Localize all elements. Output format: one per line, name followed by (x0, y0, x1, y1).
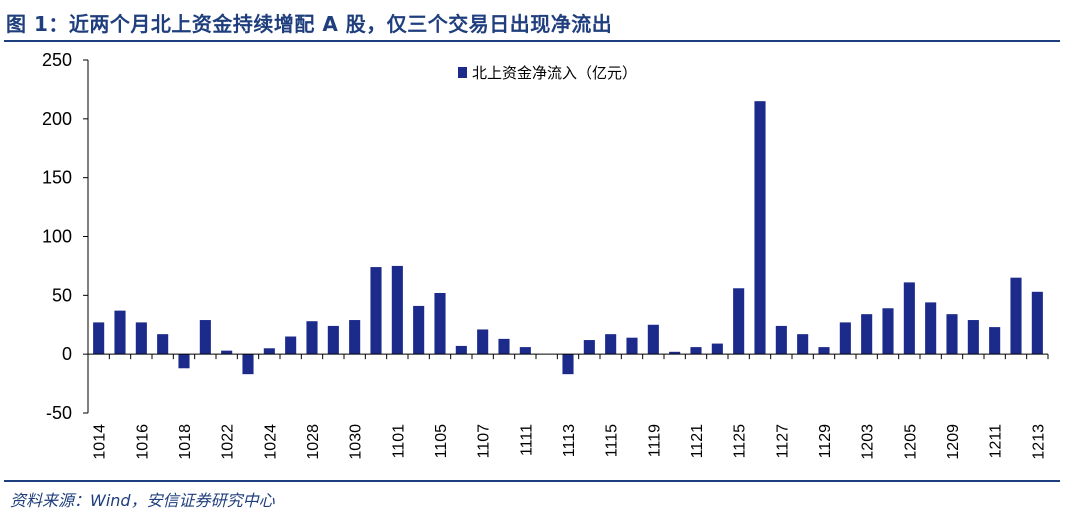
bar-1018 (178, 354, 190, 369)
x-tick-label: 1125 (732, 424, 749, 459)
x-tick-label: 1119 (646, 424, 663, 457)
bar-chart: -50 0 50 100 150 200 250 1014 1016 1018 1022 1024 10… (42, 50, 1049, 460)
x-tick-label: 1205 (902, 424, 919, 460)
bar-1022 (221, 350, 233, 355)
bar-1118 (626, 337, 638, 355)
bar-1119 (647, 324, 659, 355)
x-tick-label: 1028 (305, 424, 322, 460)
y-tick-label: 150 (42, 168, 72, 188)
x-tick-label: 1203 (860, 424, 877, 460)
y-tick-label: 50 (52, 285, 72, 305)
bar-1127 (775, 325, 787, 355)
bar-1120 (669, 351, 681, 355)
bar-1202 (839, 322, 851, 355)
bar-1107 (477, 329, 489, 355)
x-tick-label: 1014 (92, 424, 109, 460)
bar-1030 (349, 320, 361, 355)
x-tick-label: 1018 (177, 424, 194, 460)
bar-1111 (519, 347, 531, 355)
x-tick-label: 1024 (262, 424, 279, 460)
bar-1126 (754, 101, 766, 355)
x-tick-label: 1129 (817, 424, 834, 459)
bar-1125 (733, 288, 745, 355)
source-note: 资料来源：Wind，安信证券研究中心 (10, 491, 275, 510)
bar-1025 (285, 336, 297, 355)
bar-1023 (242, 354, 254, 375)
x-tick-label: 1127 (774, 424, 791, 459)
x-tick-label: 1016 (134, 424, 151, 460)
x-tick-label: 1209 (945, 424, 962, 460)
header-divider (4, 40, 1060, 42)
bar-1204 (882, 308, 894, 355)
y-tick-label: 200 (42, 109, 72, 129)
bar-1028 (306, 321, 318, 355)
bar-1121 (690, 347, 702, 355)
bar-1017 (157, 334, 169, 355)
x-tick-label: 1211 (988, 424, 1005, 459)
bar-1205 (903, 282, 915, 355)
x-tick-label: 1022 (220, 424, 237, 460)
figure-header: 图 1：近两个月北上资金持续增配 A 股，仅三个交易日出现净流出 (0, 0, 1080, 40)
y-tick-label: 0 (62, 344, 72, 364)
figure-title: 图 1：近两个月北上资金持续增配 A 股，仅三个交易日出现净流出 (6, 12, 613, 36)
bar-1108 (498, 338, 510, 355)
bar-1104 (413, 305, 425, 355)
bar-1015 (114, 310, 126, 355)
bar-1115 (605, 334, 617, 355)
x-tick-label: 1121 (689, 424, 706, 459)
bar-1206 (925, 302, 937, 355)
bar-1122 (711, 343, 723, 355)
x-tick-label: 1213 (1030, 424, 1047, 460)
bar-1024 (263, 348, 275, 355)
bar-1212 (1010, 277, 1022, 355)
bar-1203 (861, 314, 873, 355)
legend-swatch (458, 67, 467, 78)
bar-1106 (455, 345, 467, 355)
x-tick-label: 1105 (433, 424, 450, 459)
bar-1113 (562, 354, 574, 375)
bar-1101 (391, 265, 403, 355)
bar-1016 (135, 322, 147, 355)
bar-1211 (989, 327, 1001, 355)
y-tick-label: 250 (42, 50, 72, 70)
x-tick-label: 1101 (390, 424, 407, 459)
bar-1021 (199, 320, 211, 355)
bar-1210 (967, 320, 979, 355)
legend-label: 北上资金净流入（亿元） (472, 64, 637, 82)
bar-1029 (327, 325, 339, 355)
bar-1031 (370, 267, 382, 355)
bar-1213 (1031, 291, 1043, 355)
x-tick-label: 1113 (561, 424, 578, 457)
x-tick-label: 1115 (604, 424, 621, 457)
bar-1128 (797, 334, 809, 355)
bar-1209 (946, 314, 958, 355)
y-tick-label: 100 (42, 227, 72, 247)
bar-1129 (818, 347, 830, 355)
y-tick-label: -50 (46, 403, 72, 423)
x-tick-label: 1030 (348, 424, 365, 460)
x-tick-label: 1107 (476, 424, 493, 459)
bar-1105 (434, 292, 446, 355)
x-tick-label: 1111 (518, 424, 535, 456)
footer-divider (4, 480, 1060, 482)
bar-1114 (583, 340, 595, 355)
bar-1014 (93, 322, 105, 355)
